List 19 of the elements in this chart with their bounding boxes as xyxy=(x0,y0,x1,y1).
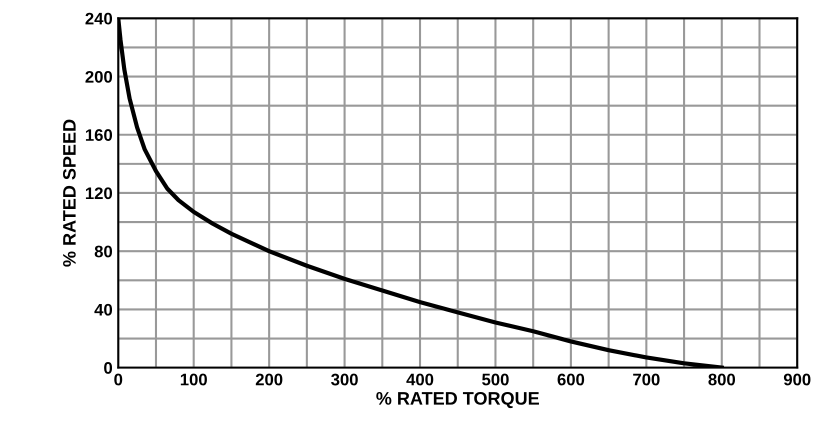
x-tick-label: 700 xyxy=(633,374,660,386)
x-tick-label: 200 xyxy=(256,374,282,386)
y-tick-label: 240 xyxy=(85,12,112,25)
y-tick-label: 0 xyxy=(104,362,112,374)
y-tick-label: 120 xyxy=(86,187,112,200)
x-tick-label: 800 xyxy=(708,374,736,386)
x-tick-label: 600 xyxy=(558,374,584,386)
x-tick-label: 500 xyxy=(482,374,509,386)
y-tick-label: 160 xyxy=(86,129,112,141)
y-tick-label: 40 xyxy=(94,304,112,316)
x-axis-title: % RATED TORQUE xyxy=(376,392,539,408)
x-tick-label: 100 xyxy=(180,374,207,386)
y-tick-label: 80 xyxy=(94,246,112,258)
y-tick-label: 200 xyxy=(85,70,112,83)
x-tick-label: 0 xyxy=(114,374,122,386)
x-tick-label: 400 xyxy=(406,374,434,386)
x-tick-label: 300 xyxy=(331,374,358,386)
x-tick-label: 900 xyxy=(784,374,810,386)
y-axis-title: % RATED SPEED xyxy=(62,120,76,267)
